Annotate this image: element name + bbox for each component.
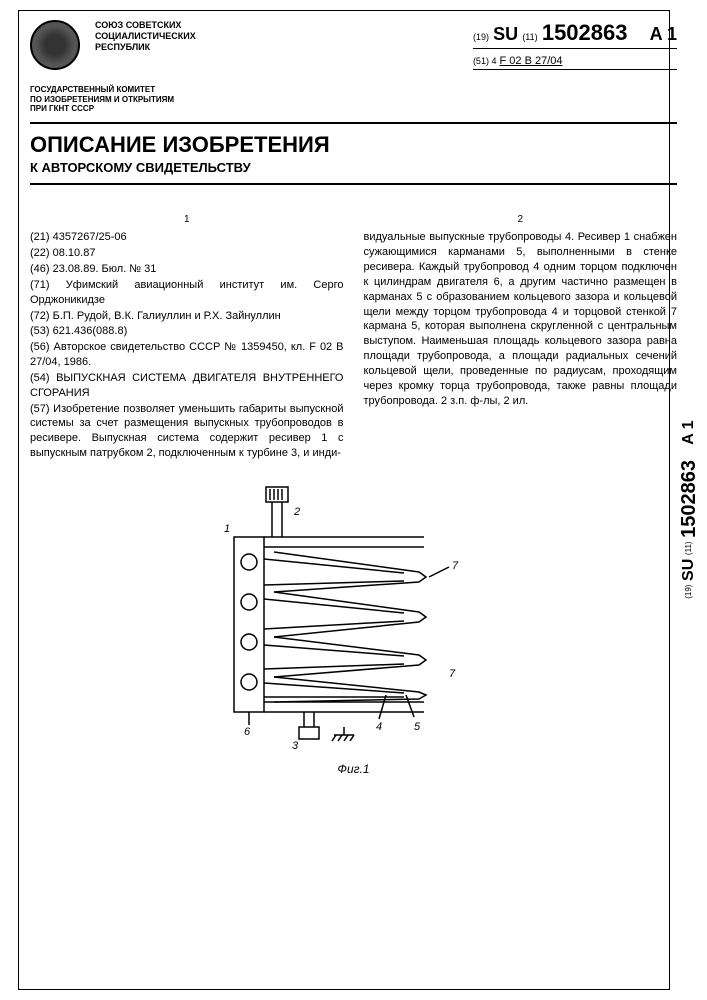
v-prefix-11: (11) bbox=[684, 541, 693, 555]
page-border bbox=[18, 10, 670, 990]
v-prefix-19: (19) bbox=[684, 585, 693, 599]
v-country: SU bbox=[680, 559, 697, 581]
v-number: 1502863 bbox=[678, 460, 700, 538]
vertical-patent-code: (19) SU (11) 1502863 A 1 bbox=[678, 420, 701, 599]
v-suffix: A 1 bbox=[680, 420, 697, 444]
